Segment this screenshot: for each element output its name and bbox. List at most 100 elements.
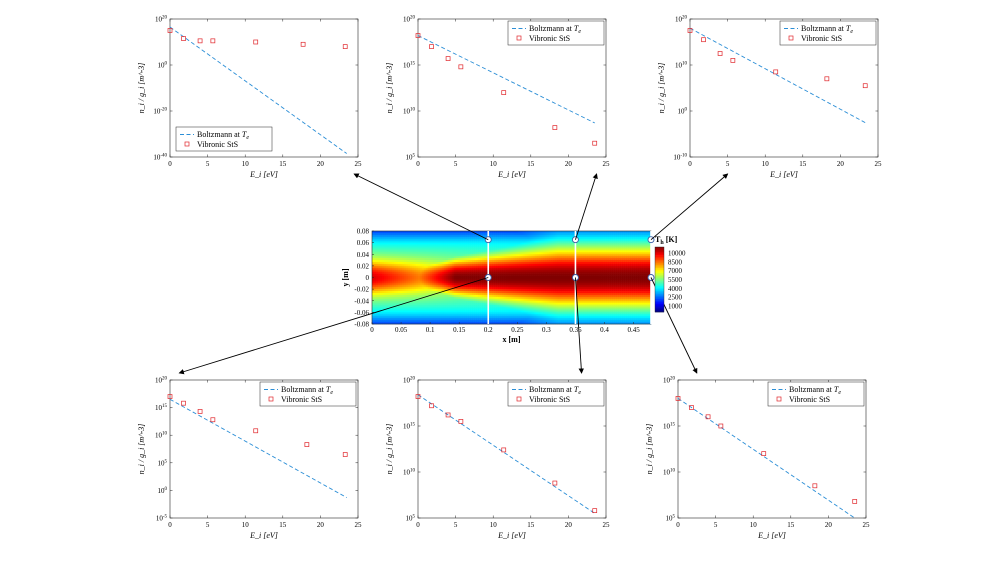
heatmap-cell — [619, 238, 622, 241]
heatmap-cell — [639, 271, 642, 274]
heatmap-cell — [419, 254, 423, 257]
heatmap-cell — [437, 234, 441, 238]
heatmap-cell — [577, 256, 580, 259]
heatmap-cell — [643, 248, 646, 251]
heatmap-cell — [637, 231, 640, 234]
heatmap-cell — [475, 293, 478, 296]
heatmap-cell — [529, 262, 532, 265]
heatmap-cell — [579, 260, 582, 263]
heatmap-cell — [505, 234, 508, 238]
heatmap-cell — [451, 260, 455, 263]
heatmap-cell — [447, 279, 451, 282]
heatmap-cell — [621, 271, 624, 274]
heatmap-cell — [441, 291, 445, 294]
heatmap-cell — [585, 262, 588, 265]
heatmap-cell — [615, 279, 618, 282]
heatmap-cell — [569, 250, 572, 253]
heatmap-cell — [551, 238, 554, 241]
heatmap-cell — [597, 242, 600, 245]
heatmap-cell — [427, 289, 431, 292]
heatmap-cell — [403, 265, 407, 269]
heatmap-cell — [497, 238, 500, 241]
heatmap-cell — [499, 273, 502, 276]
heatmap-cell — [491, 246, 494, 249]
heatmap-cell — [403, 262, 407, 265]
heatmap-cell — [621, 263, 624, 267]
heatmap-cell — [537, 232, 540, 236]
heatmap-cell — [475, 262, 478, 265]
heatmap-cell — [525, 240, 528, 243]
heatmap-cell — [631, 256, 634, 259]
heatmap-cell — [503, 287, 506, 290]
heatmap-cell — [617, 234, 620, 238]
heatmap-cell — [501, 291, 504, 294]
heatmap-cell — [557, 263, 560, 267]
heatmap-cell — [555, 260, 558, 263]
legend-marker-swatch — [184, 141, 190, 147]
heatmap-cell — [495, 279, 498, 282]
heatmap-cell — [601, 248, 604, 251]
heatmap-cell — [481, 240, 484, 243]
heatmap-cell — [587, 267, 590, 271]
heatmap-cell — [485, 265, 488, 269]
heatmap-cell — [495, 231, 498, 234]
heatmap-cell — [407, 232, 411, 236]
heatmap-cell — [577, 244, 580, 247]
heatmap-cell — [573, 254, 576, 257]
legend-boltzmann-label: Boltzmann at Te — [281, 385, 333, 396]
heatmap-cell — [649, 244, 652, 247]
heatmap-cell — [469, 269, 472, 272]
heatmap-cell — [627, 262, 630, 265]
heatmap-cell — [395, 285, 399, 288]
heatmap-cell — [615, 285, 618, 288]
vibronic-marker — [687, 28, 693, 33]
heatmap-cell — [377, 246, 381, 249]
heatmap-cell — [497, 285, 500, 288]
heatmap-cell — [631, 262, 634, 265]
heatmap-cell — [535, 248, 538, 251]
heatmap-cell — [583, 279, 586, 282]
heatmap-cell — [525, 277, 528, 280]
heatmap-cell — [603, 267, 606, 271]
heatmap-cell — [625, 279, 628, 282]
heatmap-cell — [481, 285, 484, 288]
heatmap-cell — [441, 285, 445, 288]
heatmap-cell — [461, 275, 464, 278]
heatmap-cell — [429, 252, 433, 255]
heatmap-cell — [493, 232, 496, 236]
heatmap-cell — [547, 279, 550, 282]
heatmap-cell — [411, 283, 415, 286]
heatmap-cell — [591, 234, 594, 238]
heatmap-cell — [417, 234, 421, 238]
heatmap-cell — [623, 246, 626, 249]
heatmap-cell — [579, 246, 582, 249]
heatmap-cell — [437, 291, 441, 294]
heatmap-cell — [573, 281, 576, 284]
heatmap-cell — [499, 242, 502, 245]
heatmap-cell — [619, 248, 622, 251]
heatmap-cell — [521, 248, 524, 251]
heatmap-cell — [519, 281, 522, 284]
heatmap-cell — [545, 248, 548, 251]
heatmap-cell — [571, 240, 574, 243]
heatmap-cell — [627, 232, 630, 236]
heatmap-cell — [541, 232, 544, 236]
heatmap-cell — [635, 271, 638, 274]
vibronic-marker — [824, 76, 830, 82]
heatmap-cell — [521, 271, 524, 274]
heatmap-cell — [433, 289, 437, 292]
heatmap-cell — [393, 238, 397, 241]
heatmap-cell — [507, 279, 510, 282]
heatmap-cell — [583, 250, 586, 253]
heatmap-cell — [615, 275, 618, 278]
heatmap-cell — [595, 244, 598, 247]
heatmap-cell — [473, 279, 476, 282]
heatmap-cell — [479, 279, 482, 282]
heatmap-cell — [451, 246, 455, 249]
heatmap-cell — [539, 244, 542, 247]
heatmap-cell — [372, 236, 375, 240]
heatmap-cell — [475, 269, 478, 272]
heatmap-cell — [611, 242, 614, 245]
heatmap-cell — [637, 285, 640, 288]
